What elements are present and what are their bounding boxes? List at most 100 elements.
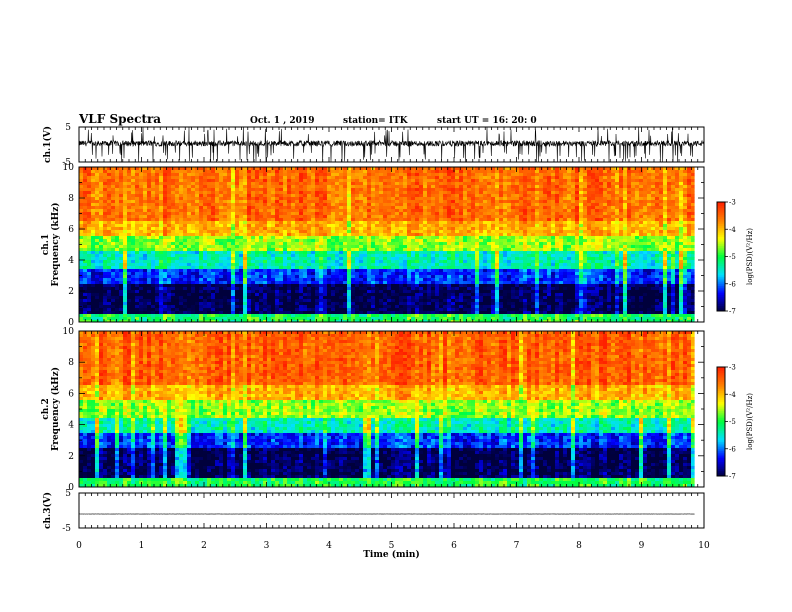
spectrogram-cell [167, 266, 172, 270]
spectrogram-cell [219, 251, 224, 255]
spectrogram-cell [207, 203, 212, 207]
spectrogram-cell [175, 170, 180, 174]
spectrogram-cell [315, 209, 320, 213]
spectrogram-cell [387, 287, 392, 291]
spectrogram-cell [83, 287, 88, 291]
spectrogram-cell [95, 290, 100, 294]
spectrogram-cell [267, 287, 272, 291]
spectrogram-cell [139, 308, 144, 312]
spectrogram-cell [403, 206, 408, 210]
spectrogram-cell [439, 275, 444, 279]
spectrogram-cell [107, 269, 112, 273]
spectrogram-cell [135, 230, 140, 234]
spectrogram-cell [127, 263, 132, 267]
spectrogram-cell [287, 293, 292, 297]
spectrogram-cell [331, 254, 336, 258]
spectrogram-cell [227, 302, 232, 306]
spectrogram-cell [103, 185, 108, 189]
spectrogram-cell [163, 224, 168, 228]
spectrogram-cell [407, 317, 412, 321]
spectrogram-cell [415, 314, 420, 318]
spectrogram-cell [155, 197, 160, 201]
spectrogram-cell [83, 227, 88, 231]
spectrogram-cell [419, 263, 424, 267]
spectrogram-cell [183, 314, 188, 318]
spectrogram-cell [263, 278, 268, 282]
spectrogram-cell [87, 233, 92, 237]
spectrogram-cell [347, 233, 352, 237]
spectrogram-cell [323, 245, 328, 249]
spectrogram-cell [291, 200, 296, 204]
spectrogram-cell [207, 272, 212, 276]
spectrogram-cell [227, 257, 232, 261]
spectrogram-cell [431, 248, 436, 252]
spectrogram-cell [99, 206, 104, 210]
spectrogram-cell [419, 266, 424, 270]
spectrogram-cell [247, 194, 252, 198]
spectrogram-cell [167, 317, 172, 321]
spectrogram-cell [215, 251, 220, 255]
spectrogram-cell [395, 170, 400, 174]
spectrogram-cell [131, 287, 136, 291]
spectrogram-cell [87, 215, 92, 219]
spectrogram-cell [223, 311, 228, 315]
spectrogram-cell [411, 320, 416, 322]
spectrogram-cell [319, 242, 324, 246]
spectrogram-cell [299, 227, 304, 231]
spectrogram-cell [331, 317, 336, 321]
spectrogram-cell [347, 194, 352, 198]
spectrogram-cell [147, 314, 152, 318]
spectrogram-cell [375, 299, 380, 303]
spectrogram-cell [207, 296, 212, 300]
spectrogram-cell [355, 299, 360, 303]
spectrogram-cell [347, 317, 352, 321]
spectrogram-cell [199, 209, 204, 213]
spectrogram-cell [243, 239, 248, 243]
spectrogram-cell [131, 221, 136, 225]
spectrogram-cell [183, 269, 188, 273]
spectrogram-cell [359, 296, 364, 300]
spectrogram-cell [307, 248, 312, 252]
spectrogram-cell [331, 284, 336, 288]
spectrogram-cell [283, 224, 288, 228]
spectrogram-cell [87, 317, 92, 321]
spectrogram-cell [391, 170, 396, 174]
spectrogram-cell [235, 257, 240, 261]
spectrogram-cell [431, 311, 436, 315]
spectrogram-cell [115, 293, 120, 297]
spectrogram-cell [135, 179, 140, 183]
spectrogram-cell [251, 227, 256, 231]
spectrogram-cell [159, 221, 164, 225]
spectrogram-cell [143, 215, 148, 219]
spectrogram-cell [139, 296, 144, 300]
spectrogram-cell [411, 200, 416, 204]
spectrogram-cell [203, 236, 208, 240]
spectrogram-cell [103, 233, 108, 237]
spectrogram-cell [151, 242, 156, 246]
spectrogram-cell [235, 188, 240, 192]
spectrogram-cell [431, 272, 436, 276]
spectrogram-cell [99, 281, 104, 285]
spectrogram-cell [295, 305, 300, 309]
spectrogram-cell [235, 278, 240, 282]
spectrogram-cell [315, 224, 320, 228]
spectrogram-cell [95, 299, 100, 303]
spectrogram-cell [135, 293, 140, 297]
spectrogram-cell [139, 293, 144, 297]
spectrogram-cell [427, 245, 432, 249]
spectrogram-cell [175, 290, 180, 294]
spectrogram-cell [403, 182, 408, 186]
spectrogram-cell [127, 185, 132, 189]
spectrogram-cell [423, 260, 428, 264]
spectrogram-cell [291, 218, 296, 222]
spectrogram-cell [351, 218, 356, 222]
spectrogram-cell [215, 224, 220, 228]
spectrogram-cell [263, 272, 268, 276]
spectrogram-cell [175, 176, 180, 180]
spectrogram-cell [187, 221, 192, 225]
spectrogram-cell [371, 302, 376, 306]
spectrogram-cell [395, 251, 400, 255]
spectrogram-cell [371, 272, 376, 276]
spectrogram-cell [151, 200, 156, 204]
spectrogram-cell [407, 239, 412, 243]
